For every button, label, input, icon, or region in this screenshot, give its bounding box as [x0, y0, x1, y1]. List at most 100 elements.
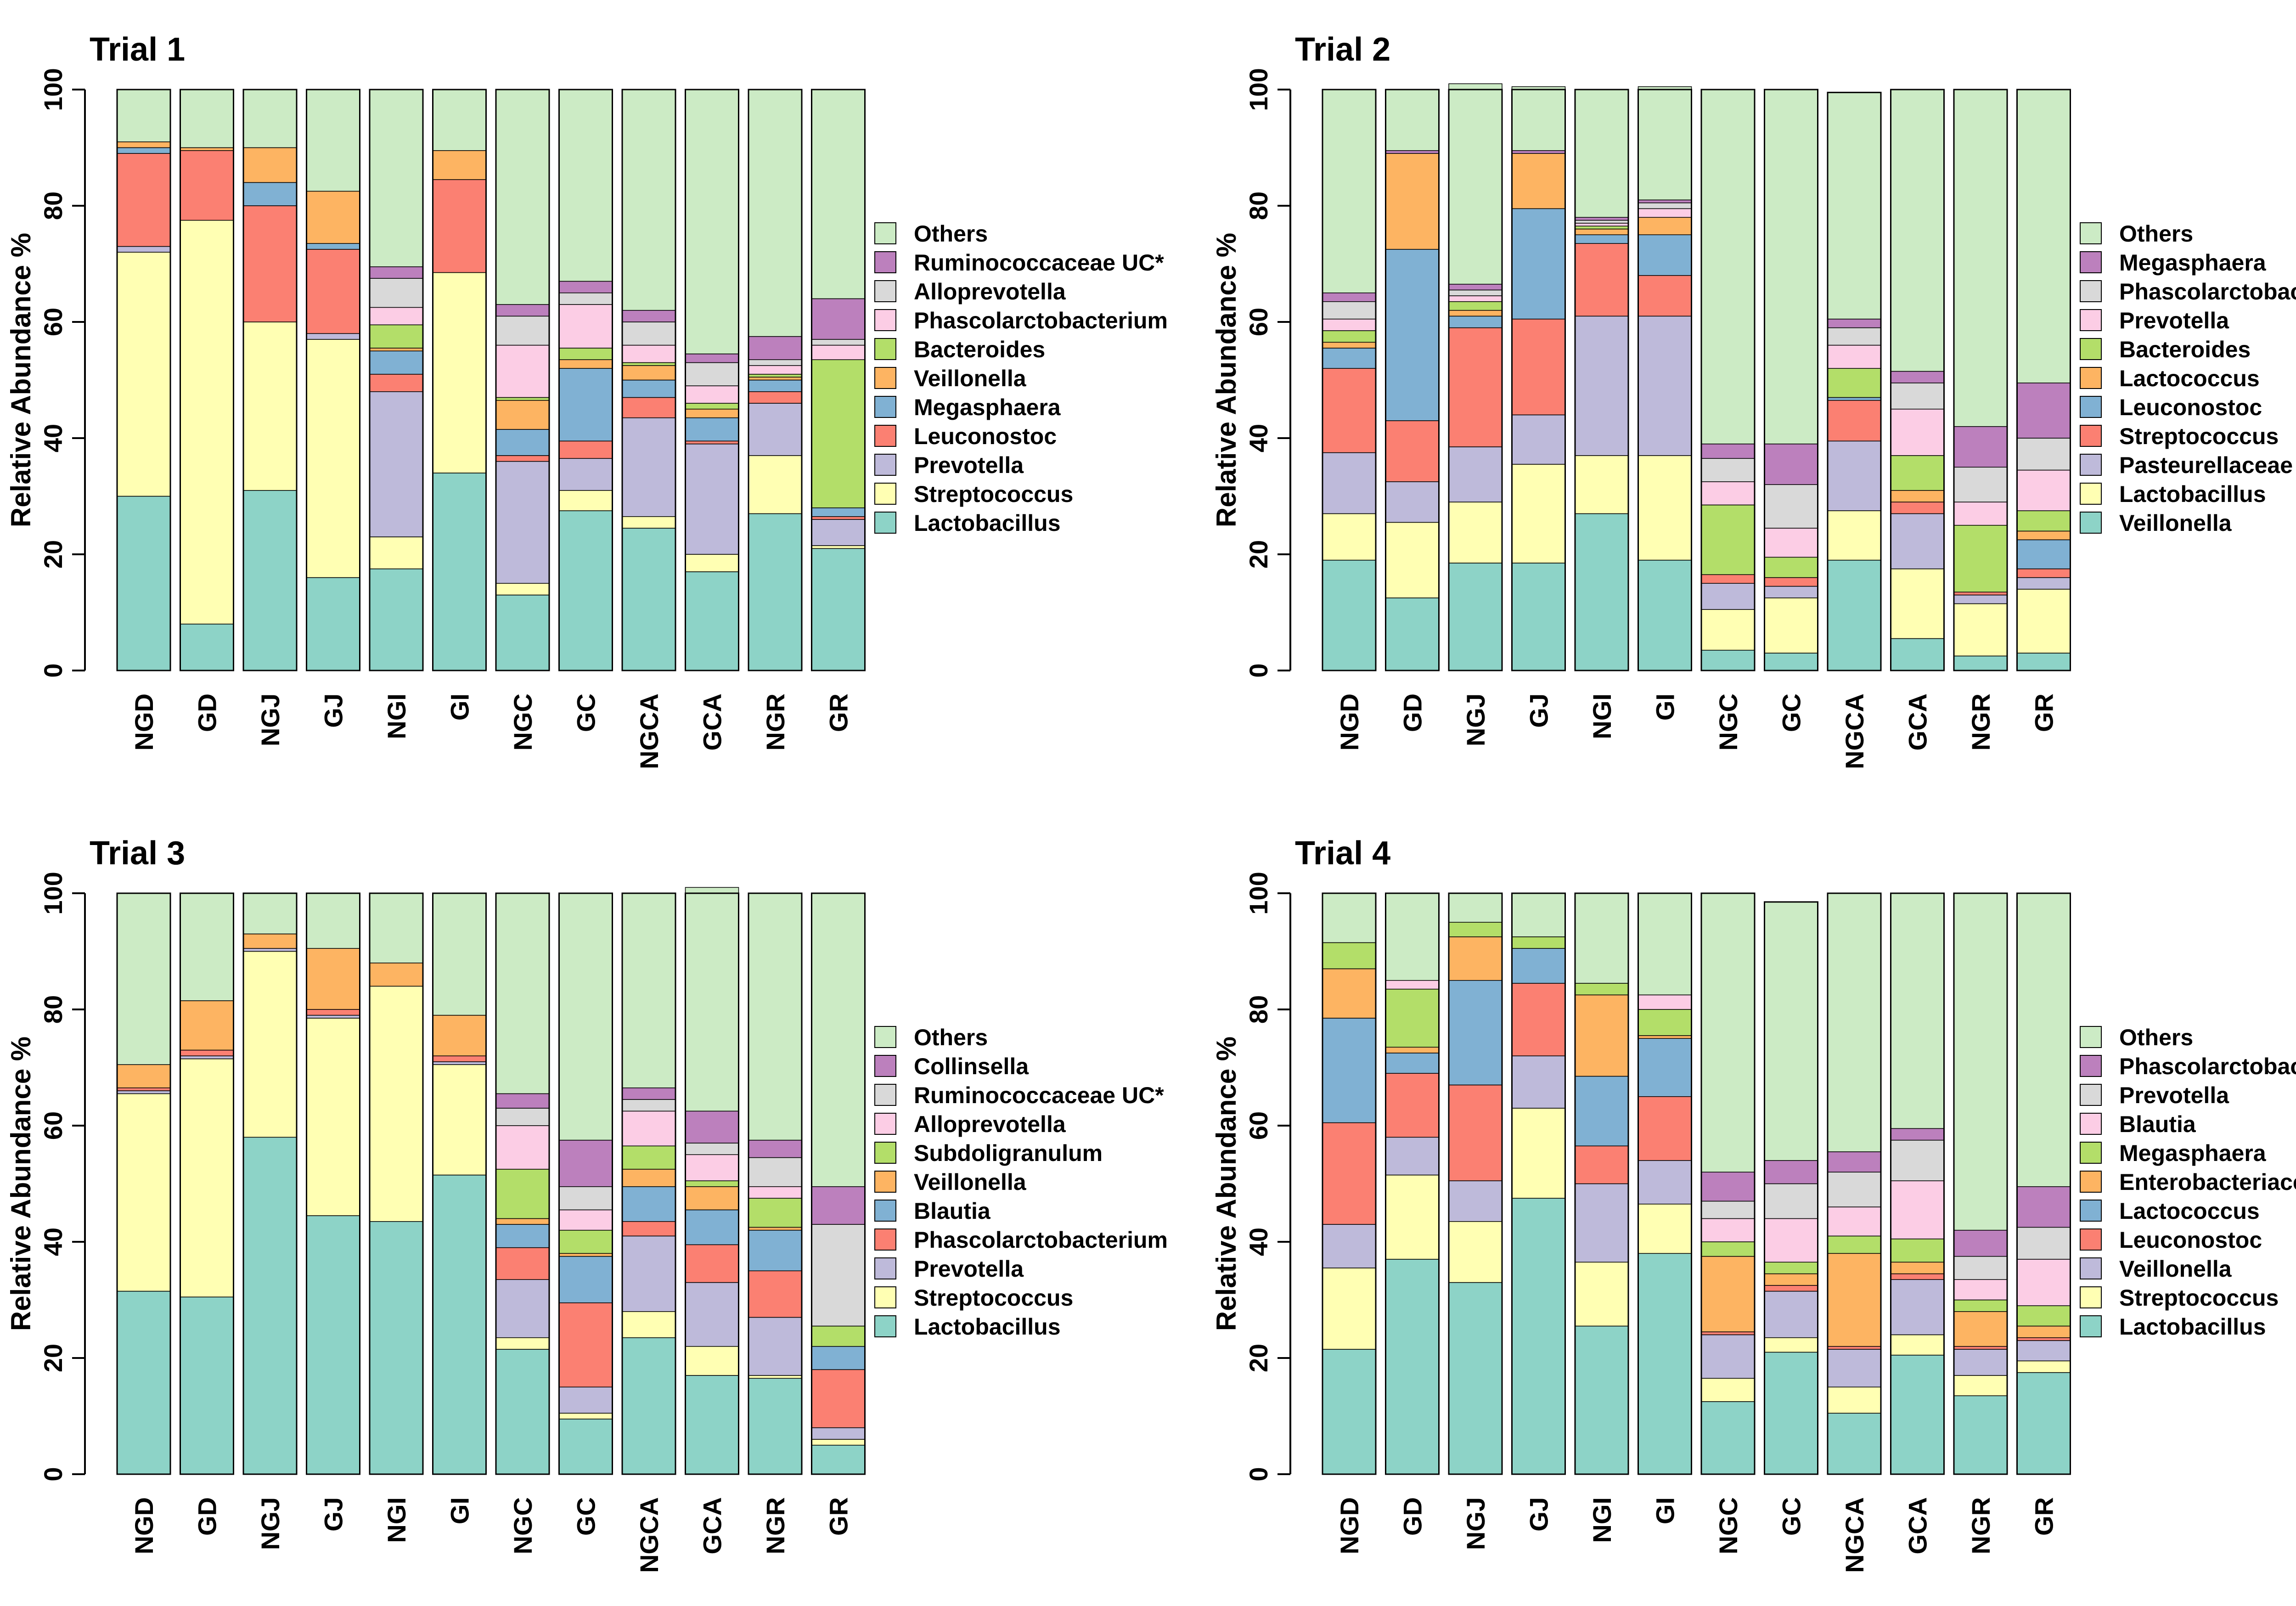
bar-segment: [180, 89, 234, 148]
bar-segment: [1701, 649, 1755, 671]
bar-segment: [495, 89, 550, 305]
bar-segment: [1575, 513, 1629, 671]
bar-segment: [622, 893, 676, 1088]
y-tick-label: 0: [1244, 1467, 1273, 1481]
bar-segment: [243, 951, 297, 1138]
legend-label: Streptococcus: [914, 481, 1073, 507]
bar-segment: [1448, 893, 1503, 923]
bar-segment: [622, 379, 676, 398]
legend-label: Prevotella: [2119, 1082, 2229, 1108]
bar-segment: [369, 266, 423, 279]
bar-segment: [1385, 522, 1440, 598]
bar-segment: [1890, 1354, 1945, 1475]
bar-segment: [495, 1337, 550, 1350]
legend-swatch: [2080, 222, 2102, 244]
x-tick-label: NGR: [761, 693, 790, 750]
y-tick-label: 100: [1244, 872, 1273, 914]
legend-swatch: [874, 1257, 896, 1279]
bar-segment: [1322, 318, 1376, 331]
x-tick-label: NGC: [508, 1497, 537, 1554]
bar-outline: [1953, 89, 2008, 671]
x-tick-label: NGI: [382, 1497, 411, 1543]
bar-segment: [811, 516, 866, 520]
bar-segment: [1953, 1349, 2008, 1376]
bar-segment: [1638, 1204, 1692, 1254]
bar-segment: [117, 1290, 171, 1475]
y-tick-label: 20: [1244, 1344, 1273, 1372]
x-tick-label: NGCA: [1840, 693, 1869, 769]
y-tick-label: 60: [39, 308, 68, 336]
bar-outline: [621, 89, 676, 671]
bar-outline: [685, 89, 739, 671]
bar-segment: [1890, 502, 1945, 514]
bar-segment: [1701, 1172, 1755, 1202]
legend-swatch: [874, 1200, 896, 1222]
y-tick-label: 0: [39, 1467, 68, 1481]
bar-segment: [1575, 228, 1629, 236]
bar-segment: [1322, 293, 1376, 302]
bar-segment: [1448, 1180, 1503, 1222]
x-tick-label: GCA: [698, 693, 727, 750]
bar-segment: [685, 440, 739, 445]
bar-segment: [1511, 948, 1566, 984]
legend-label: Megasphaera: [2119, 250, 2267, 276]
bar-segment: [243, 321, 297, 491]
legend-swatch: [2080, 1084, 2102, 1106]
bar-segment: [1764, 1352, 1818, 1475]
bar-segment: [685, 1282, 739, 1347]
bar-segment: [1322, 301, 1376, 320]
bar-segment: [306, 339, 360, 578]
x-tick-label: NGCA: [635, 693, 664, 769]
bar-segment: [495, 594, 550, 671]
chart-panel-2: Trial 2 Relative Abundance % 0 20 40 60 80 100 N…: [1211, 31, 2296, 769]
legend-label: Bacteroides: [914, 337, 1045, 362]
y-tick-label: 60: [39, 1111, 68, 1140]
y-tick-label: 100: [39, 68, 68, 111]
legend-swatch: [2080, 309, 2102, 331]
bar-segment: [1448, 980, 1503, 1086]
chart-panel-1: Trial 1 Relative Abundance % 0 20 40 60 80 100 N…: [6, 31, 1168, 769]
bar-segment: [495, 893, 550, 1094]
bar-segment: [1890, 89, 1945, 372]
bar-segment: [811, 1346, 866, 1370]
chart-title: Trial 4: [1295, 835, 1390, 872]
bar-segment: [1701, 458, 1755, 482]
bar-segment: [1575, 220, 1629, 224]
bar-segment: [1953, 592, 2008, 596]
bar-segment: [1448, 1221, 1503, 1283]
bar-segment: [2016, 653, 2071, 671]
bar-outline: [748, 89, 803, 671]
legend-label: Streptococcus: [914, 1285, 1073, 1311]
bar-segment: [1764, 1290, 1818, 1338]
bar-segment: [2016, 1360, 2071, 1373]
bar-segment: [1448, 284, 1503, 291]
bar-outline: [1511, 892, 1566, 1475]
bar-outline: [621, 892, 676, 1475]
legend-label: Veillonella: [2119, 510, 2232, 536]
y-tick-label: 60: [1244, 1111, 1273, 1140]
bar-segment: [306, 191, 360, 244]
bar-segment: [1322, 330, 1376, 343]
bar-segment: [1448, 301, 1503, 311]
bar-segment: [1890, 1279, 1945, 1336]
bar-segment: [748, 359, 802, 366]
bar-segment: [748, 1229, 802, 1272]
x-tick-label: GJ: [1525, 1497, 1553, 1532]
bar-segment: [811, 1445, 866, 1475]
bar-segment: [685, 1375, 739, 1475]
bar-segment: [117, 1064, 171, 1088]
x-tick-label: GCA: [1903, 1497, 1932, 1554]
bar-segment: [1890, 371, 1945, 383]
x-tick-label: GCA: [698, 1497, 727, 1554]
bar-segment: [622, 1337, 676, 1475]
bar-segment: [2016, 568, 2071, 578]
bar-segment: [1638, 86, 1692, 201]
legend-label: Megasphaera: [914, 394, 1061, 420]
legend-label: Subdoligranulum: [914, 1140, 1103, 1166]
bar-segment: [432, 272, 487, 473]
bar-outline: [1764, 89, 1818, 671]
bar-segment: [748, 336, 802, 360]
bar-outline: [1638, 892, 1692, 1475]
bar-segment: [1638, 1009, 1692, 1036]
bar-segment: [1701, 1331, 1755, 1336]
